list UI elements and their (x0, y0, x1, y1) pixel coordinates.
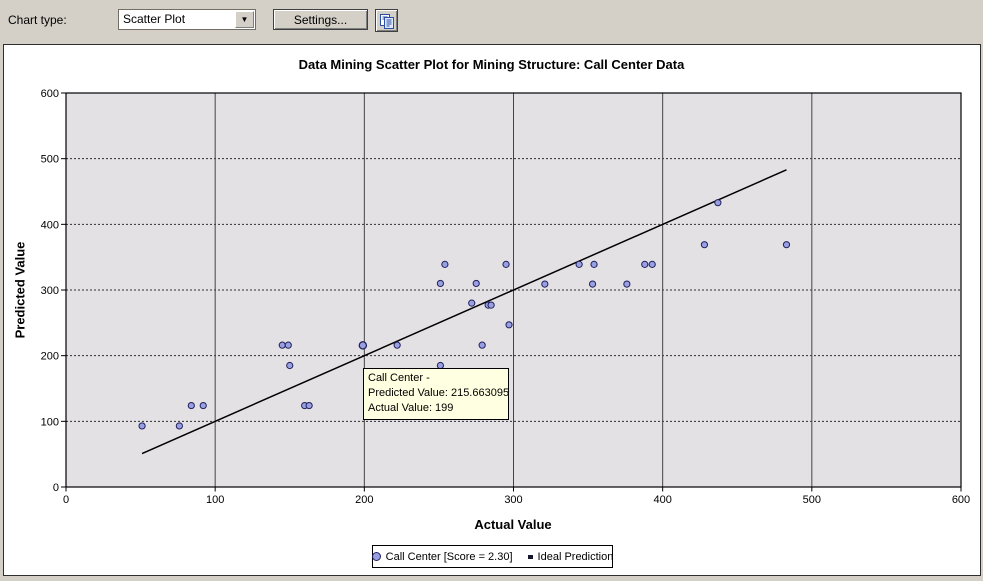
legend-label-ideal-prediction: Ideal Prediction (537, 550, 614, 563)
x-tick-label: 100 (206, 494, 224, 506)
x-tick-label: 300 (504, 494, 522, 506)
scatter-point[interactable] (284, 341, 292, 349)
scatter-point[interactable] (623, 280, 631, 288)
legend-item-ideal-prediction: Ideal Prediction (527, 550, 614, 563)
scatter-point[interactable] (436, 279, 445, 288)
x-tick-label: 200 (355, 494, 373, 506)
scatter-point[interactable] (472, 279, 480, 288)
scatter-series-marker-icon (371, 552, 381, 561)
tooltip-series-name: Call Center - (368, 372, 430, 384)
x-tick-label: 500 (803, 494, 821, 506)
scatter-point[interactable] (305, 401, 313, 410)
tooltip-predicted-value: Predicted Value: 215.663095 (368, 387, 510, 399)
copy-button[interactable] (375, 9, 398, 32)
scatter-point[interactable] (468, 299, 476, 307)
x-axis-title: Actual Value (474, 517, 552, 532)
scatter-point[interactable] (175, 422, 183, 430)
y-tick-label: 200 (41, 351, 59, 363)
y-tick-label: 600 (41, 88, 59, 100)
x-tick-label: 400 (653, 494, 671, 506)
scatter-point[interactable] (187, 401, 195, 410)
y-tick-label: 100 (41, 416, 59, 428)
scatter-point[interactable] (138, 422, 146, 430)
scatter-point[interactable] (590, 260, 598, 268)
scatter-point[interactable] (286, 361, 294, 370)
legend-label-call-center: Call Center [Score = 2.30] (385, 550, 513, 563)
scatter-point[interactable] (714, 199, 722, 207)
chart-type-selected-value: Scatter Plot (123, 12, 186, 26)
scatter-point[interactable] (441, 260, 449, 268)
tooltip-actual-value: Actual Value: 199 (368, 402, 454, 414)
scatter-point[interactable] (278, 341, 286, 349)
copy-icon (379, 13, 394, 29)
datapoint-tooltip: Call Center - Predicted Value: 215.66309… (363, 368, 509, 420)
y-tick-label: 500 (41, 154, 59, 166)
scatter-point[interactable] (502, 260, 510, 268)
scatter-point[interactable] (700, 241, 709, 249)
legend-item-call-center: Call Center [Score = 2.30] (371, 550, 513, 563)
scatter-point[interactable] (648, 260, 656, 268)
scatter-point[interactable] (641, 260, 649, 268)
scatter-point-hovered[interactable] (358, 341, 368, 350)
scatter-point[interactable] (199, 401, 207, 410)
scatter-point[interactable] (541, 280, 549, 288)
chevron-down-icon[interactable]: ▼ (235, 11, 254, 28)
scatter-point[interactable] (505, 321, 513, 329)
ideal-prediction-marker-icon (527, 554, 533, 559)
chart-type-label: Chart type: (8, 13, 67, 27)
chart-type-dropdown[interactable]: Scatter Plot ▼ (118, 9, 256, 30)
x-tick-label: 600 (952, 494, 970, 506)
y-tick-label: 400 (41, 219, 59, 231)
scatter-point[interactable] (487, 301, 495, 309)
scatter-point[interactable] (575, 260, 583, 268)
chart-title: Data Mining Scatter Plot for Mining Stru… (298, 57, 685, 72)
x-tick-label: 0 (63, 494, 69, 506)
legend: Call Center [Score = 2.30] Ideal Predict… (371, 545, 614, 568)
scatter-point[interactable] (588, 280, 597, 288)
settings-button[interactable]: Settings... (273, 9, 368, 30)
toolbar: Chart type: Scatter Plot ▼ Settings... (0, 0, 983, 44)
scatter-point[interactable] (478, 341, 486, 349)
scatter-point[interactable] (782, 241, 791, 249)
y-tick-label: 300 (41, 285, 59, 297)
y-tick-label: 0 (53, 482, 59, 494)
ideal-prediction-line (141, 169, 787, 455)
scatter-point[interactable] (393, 341, 401, 349)
